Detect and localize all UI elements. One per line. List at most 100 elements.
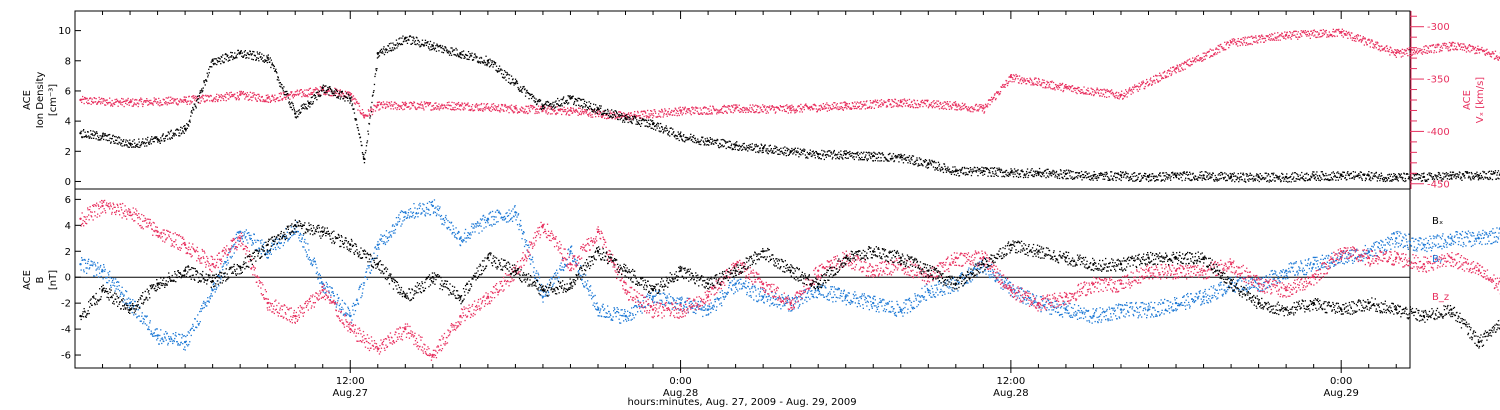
vx-point <box>1399 52 1401 55</box>
density-point <box>497 70 499 72</box>
vx-point <box>429 103 431 105</box>
vx-point <box>123 105 125 108</box>
density-point <box>167 138 169 140</box>
vx-point <box>273 97 275 99</box>
density-point <box>225 59 227 61</box>
vx-point <box>1185 61 1187 64</box>
density-point <box>268 58 270 60</box>
vx-point <box>1192 57 1194 59</box>
vx-point <box>1271 39 1273 41</box>
vx-point <box>761 109 763 111</box>
vx-point <box>533 106 536 108</box>
vx-point <box>1321 32 1323 34</box>
vx-point <box>317 93 319 95</box>
density-point <box>997 169 1000 171</box>
vx-point <box>1018 75 1021 77</box>
density-point <box>170 130 172 133</box>
vx-point <box>1317 34 1319 36</box>
vx-point <box>452 108 455 111</box>
density-point <box>639 123 641 126</box>
density-point <box>459 56 462 59</box>
vx-point <box>998 94 1000 96</box>
vx-point <box>292 97 294 99</box>
density-point <box>207 76 209 78</box>
density-point <box>116 142 118 145</box>
vx-point <box>878 105 881 107</box>
vx-point <box>1404 50 1406 52</box>
density-point <box>683 134 685 136</box>
density-point <box>1012 173 1014 175</box>
density-point <box>433 49 436 51</box>
density-point <box>469 53 471 55</box>
density-point <box>810 153 812 155</box>
vx-point <box>132 98 134 100</box>
vx-point <box>154 99 156 101</box>
vx-point <box>261 96 263 98</box>
vx-point <box>1045 87 1047 89</box>
density-point <box>371 101 373 104</box>
density-point <box>126 144 128 146</box>
vx-point <box>914 107 917 109</box>
vx-point <box>1103 88 1105 90</box>
vx-point <box>520 109 522 112</box>
density-point <box>231 55 233 57</box>
vx-point <box>783 105 785 107</box>
vx-point <box>941 107 943 109</box>
density-point <box>359 136 362 138</box>
vx-point <box>1013 81 1015 83</box>
density-point <box>637 123 639 125</box>
vx-point <box>122 101 124 103</box>
vx-point <box>170 96 172 98</box>
density-point <box>334 94 336 97</box>
vx-point <box>638 115 640 117</box>
vx-point <box>663 114 665 116</box>
vx-point <box>647 109 649 112</box>
density-point <box>531 93 533 96</box>
density-point <box>371 95 374 97</box>
density-point <box>498 65 501 67</box>
density-point <box>114 135 116 138</box>
vx-point <box>1235 43 1237 46</box>
density-point <box>524 95 527 97</box>
vx-point <box>1270 35 1272 37</box>
vx-point <box>1232 40 1234 42</box>
density-point <box>691 138 693 141</box>
vx-point <box>969 110 971 112</box>
vx-point <box>230 95 232 98</box>
vx-point <box>1240 41 1242 43</box>
vx-point <box>141 103 143 105</box>
vx-point <box>87 99 89 101</box>
density-point <box>874 152 876 154</box>
vx-marker <box>1119 93 1123 97</box>
density-point <box>501 69 503 71</box>
vx-point <box>163 99 165 101</box>
vx-point <box>165 97 167 99</box>
vx-point <box>591 113 593 116</box>
vx-point <box>1116 91 1118 93</box>
vx-point <box>910 105 912 107</box>
vx-point <box>892 106 894 108</box>
density-point <box>666 129 668 131</box>
vx-point <box>935 102 937 104</box>
vx-point <box>382 107 384 109</box>
vx-point <box>1451 43 1453 45</box>
vx-point <box>414 107 417 109</box>
vx-point <box>86 97 88 100</box>
density-point <box>192 106 194 109</box>
vx-point <box>927 99 929 101</box>
vx-point <box>590 116 592 118</box>
density-point <box>361 144 363 147</box>
vx-point <box>1418 50 1421 52</box>
density-point <box>867 152 869 154</box>
vx-point <box>455 104 458 106</box>
vx-point <box>1453 49 1455 51</box>
vx-point <box>987 103 989 105</box>
vx-point <box>773 109 775 111</box>
density-point <box>936 167 939 169</box>
vx-point <box>702 107 704 109</box>
vx-point <box>584 109 586 111</box>
vx-point <box>727 106 729 108</box>
density-point <box>614 114 616 116</box>
vx-point <box>361 109 364 111</box>
vx-point <box>678 107 680 109</box>
